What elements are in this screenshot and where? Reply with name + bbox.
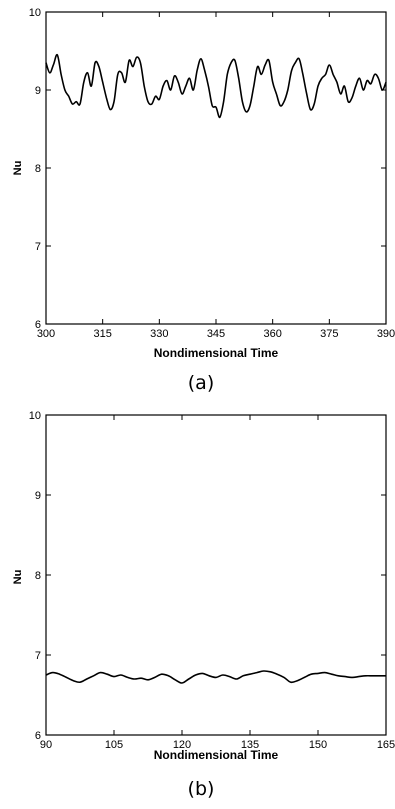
y-tick-label-b-1: 7 [35, 650, 41, 662]
y-tick-label-b-0: 6 [35, 730, 41, 742]
y-tick-label-b-3: 9 [35, 490, 41, 502]
y-axis-label-b: Nu [12, 570, 24, 585]
x-tick-label-a-3: 345 [207, 328, 225, 340]
x-tick-label-b-5: 165 [377, 739, 395, 751]
y-tick-label-b-2: 8 [35, 570, 41, 582]
y-tick-label-b-4: 10 [29, 410, 41, 422]
x-tick-label-b-1: 105 [105, 739, 123, 751]
y-axis-label-a: Nu [12, 161, 24, 176]
caption-b: (b) [188, 778, 215, 800]
x-tick-label-a-2: 330 [150, 328, 168, 340]
plot-frame-a [45, 11, 387, 325]
chart-b: 90 105 120 135 150 165 6 7 8 9 10 Nondimensional T… [12, 410, 395, 800]
y-tick-label-a-1: 7 [35, 241, 41, 253]
x-axis-label-a: Nondimensional Time [154, 346, 279, 360]
y-tick-label-a-3: 9 [35, 85, 41, 97]
x-tick-label-b-4: 150 [309, 739, 327, 751]
x-tick-label-b-3: 135 [241, 739, 259, 751]
nu-series-line-a [45, 53, 387, 119]
caption-a: (a) [188, 372, 214, 394]
x-tick-label-b-2: 120 [173, 739, 191, 751]
plot-frame-b [45, 414, 387, 736]
x-tick-label-a-4: 360 [263, 328, 281, 340]
x-axis-label-b: Nondimensional Time [154, 748, 279, 762]
y-tick-label-a-2: 8 [35, 163, 41, 175]
x-tick-label-b-0: 90 [40, 739, 52, 751]
x-tick-label-a-6: 390 [377, 328, 395, 340]
nu-series-line-b [45, 670, 386, 684]
chart-a: 300 315 330 345 360 375 390 6 7 8 9 10 Nondimension… [12, 7, 395, 394]
x-tick-label-a-1: 315 [93, 328, 111, 340]
y-tick-label-a-0: 6 [35, 319, 41, 331]
x-tick-label-a-0: 300 [37, 328, 55, 340]
x-tick-label-a-5: 375 [320, 328, 338, 340]
y-tick-label-a-4: 10 [29, 7, 41, 19]
